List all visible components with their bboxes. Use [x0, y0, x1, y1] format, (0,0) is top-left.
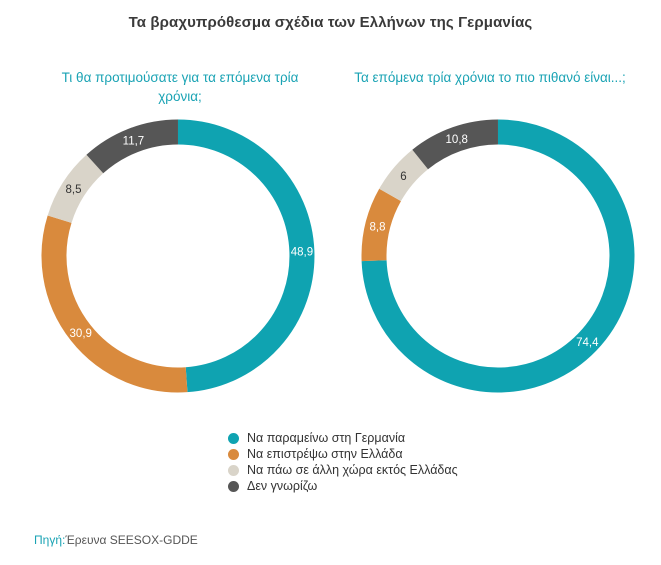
- left-label-other-country: 8,5: [66, 184, 82, 196]
- right-label-stay-germany: 74,4: [576, 337, 599, 349]
- legend-item-other-country: Να πάω σε άλλη χώρα εκτός Ελλάδας: [228, 462, 458, 478]
- left-label-dont-know: 11,7: [123, 135, 145, 147]
- chart-title: Τα βραχυπρόθεσμα σχέδια των Ελλήνων της …: [128, 14, 533, 31]
- right-slice-return-greece: [361, 188, 402, 262]
- left-label-return-greece: 30,9: [70, 328, 92, 340]
- right-slice-other-country: [379, 149, 429, 202]
- source-label: Πηγή:: [34, 533, 66, 547]
- legend-label: Να επιστρέψω στην Ελλάδα: [247, 447, 403, 461]
- right-label-return-greece: 8,8: [370, 222, 386, 234]
- left-slice-dont-know: [86, 119, 179, 174]
- legend-marker: [228, 448, 239, 460]
- legend-label: Να παραμείνω στη Γερμανία: [247, 431, 406, 445]
- left-slice-stay-germany: [177, 119, 315, 393]
- right-label-dont-know: 10,8: [446, 134, 468, 146]
- legend-item-dont-know: Δεν γνωρίζω: [228, 478, 458, 494]
- right-chart-subtitle: Τα επόμενα τρία χρόνια το πιο πιθανό είν…: [354, 70, 626, 85]
- left-slice-other-country: [47, 154, 104, 224]
- donut-chart-preferred: 48,9 30,9 8,5 11,7: [41, 119, 315, 393]
- legend-marker: [228, 432, 239, 444]
- legend: Να παραμείνω στη Γερμανία Να επιστρέψω σ…: [228, 430, 458, 494]
- source-note: Πηγή:Έρευνα SEESOX-GDDE: [34, 533, 198, 547]
- source-text: Έρευνα SEESOX-GDDE: [65, 533, 198, 547]
- right-label-other-country: 6: [400, 171, 406, 183]
- right-slice-dont-know: [412, 119, 499, 170]
- legend-label: Δεν γνωρίζω: [247, 479, 318, 493]
- legend-item-return-greece: Να επιστρέψω στην Ελλάδα: [228, 446, 458, 462]
- legend-marker: [228, 480, 239, 492]
- legend-item-stay-germany: Να παραμείνω στη Γερμανία: [228, 430, 458, 446]
- left-slice-return-greece: [41, 215, 188, 393]
- right-slice-stay-germany: [361, 119, 635, 393]
- legend-marker: [228, 464, 239, 476]
- donut-chart-likely: 74,4 8,8 6 10,8: [361, 119, 635, 393]
- legend-label: Να πάω σε άλλη χώρα εκτός Ελλάδας: [247, 463, 458, 477]
- left-chart-subtitle: Τι θα προτιμούσατε για τα επόμενα τρία χ…: [61, 70, 299, 104]
- left-label-stay-germany: 48,9: [291, 247, 313, 259]
